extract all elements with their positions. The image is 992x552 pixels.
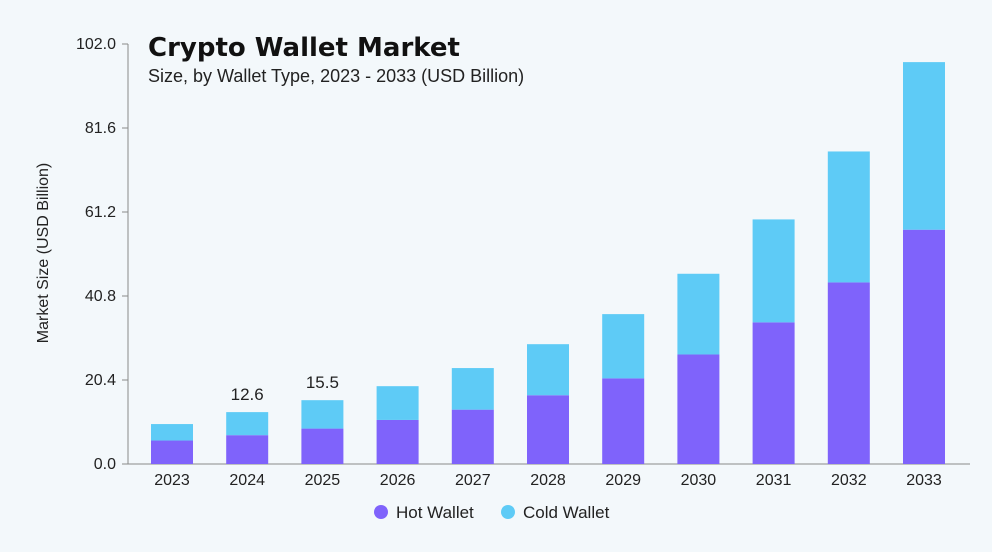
bar-hot-wallet-2025 — [301, 428, 344, 464]
y-ticks: 0.0 20.4 40.8 61.2 81.6 102.0 — [76, 36, 128, 473]
y-tick-label: 40.8 — [85, 288, 116, 305]
data-labels: 12.6 15.5 — [231, 373, 339, 404]
x-tick-label: 2031 — [756, 472, 792, 489]
x-tick-label: 2032 — [831, 472, 867, 489]
bar-hot-wallet-2033 — [903, 229, 945, 464]
x-tick-label: 2027 — [455, 472, 491, 489]
bar-cold-wallet-2028 — [527, 344, 569, 396]
bar-cold-wallet-2024 — [226, 412, 269, 436]
legend-hot-wallet-marker — [374, 505, 388, 519]
x-tick-label: 2023 — [154, 472, 190, 489]
x-tick-label: 2024 — [229, 472, 265, 489]
bar-cold-wallet-2023 — [151, 424, 193, 441]
bar-hot-wallet-2027 — [451, 409, 494, 464]
bar-hot-wallet-2032 — [827, 282, 870, 464]
bars — [151, 62, 945, 464]
x-tick-label: 2029 — [605, 472, 641, 489]
bar-hot-wallet-2028 — [527, 395, 569, 464]
y-tick-label: 81.6 — [85, 120, 116, 137]
bar-cold-wallet-2031 — [752, 219, 795, 323]
x-ticks: 2023 2024 2025 2026 2027 2028 2029 2030 2031 2032… — [154, 472, 942, 489]
bar-cold-wallet-2030 — [677, 273, 720, 355]
bar-cold-wallet-2029 — [602, 314, 645, 379]
bar-hot-wallet-2029 — [602, 378, 645, 464]
x-tick-label: 2028 — [530, 472, 566, 489]
bar-cold-wallet-2027 — [451, 368, 494, 410]
x-tick-label: 2025 — [305, 472, 341, 489]
y-tick-label: 61.2 — [85, 204, 116, 221]
bar-hot-wallet-2030 — [677, 354, 720, 464]
legend: Hot Wallet Cold Wallet — [374, 503, 610, 522]
legend-cold-wallet-label: Cold Wallet — [523, 503, 610, 522]
bar-hot-wallet-2031 — [752, 322, 795, 464]
chart-title: Crypto Wallet Market — [148, 33, 460, 63]
bar-cold-wallet-2032 — [827, 151, 870, 283]
data-label-2025: 15.5 — [306, 373, 339, 392]
bar-hot-wallet-2026 — [376, 419, 419, 464]
y-axis-label: Market Size (USD Billion) — [35, 163, 52, 343]
x-tick-label: 2026 — [380, 472, 416, 489]
bar-hot-wallet-2023 — [151, 440, 193, 464]
data-label-2024: 12.6 — [231, 385, 264, 404]
bar-cold-wallet-2033 — [903, 62, 945, 230]
y-tick-label: 0.0 — [94, 456, 116, 473]
legend-cold-wallet-marker — [501, 505, 515, 519]
legend-hot-wallet-label: Hot Wallet — [396, 503, 474, 522]
bar-hot-wallet-2024 — [226, 435, 269, 464]
chart-subtitle: Size, by Wallet Type, 2023 - 2033 (USD B… — [148, 66, 524, 86]
x-tick-label: 2033 — [906, 472, 942, 489]
y-tick-label: 102.0 — [76, 36, 116, 53]
y-tick-label: 20.4 — [85, 372, 116, 389]
bar-cold-wallet-2025 — [301, 400, 344, 429]
bar-cold-wallet-2026 — [376, 386, 419, 420]
x-tick-label: 2030 — [681, 472, 717, 489]
